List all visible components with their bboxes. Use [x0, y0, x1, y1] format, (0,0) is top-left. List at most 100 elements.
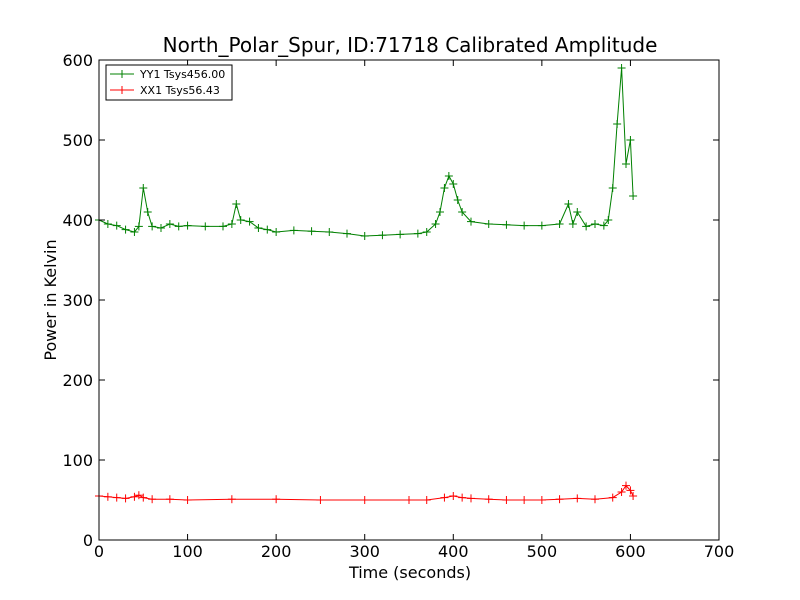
- x-tick-label: 0: [94, 542, 104, 561]
- data-point: [422, 496, 431, 504]
- legend: YY1 Tsys456.00 XX1 Tsys56.43: [105, 64, 233, 101]
- data-point: [502, 220, 511, 229]
- data-point: [134, 222, 143, 231]
- data-point: [440, 184, 449, 192]
- data-point: [431, 220, 440, 228]
- data-point: [307, 227, 316, 236]
- data-point: [183, 221, 192, 230]
- y-axis: 0 100 200 300 400 500 600: [62, 51, 719, 550]
- data-point: [537, 496, 546, 504]
- data-point: [573, 494, 582, 503]
- data-point: [599, 221, 608, 230]
- data-point: [289, 226, 298, 235]
- data-point: [343, 229, 351, 238]
- data-point: [201, 222, 210, 231]
- data-point: [130, 228, 139, 236]
- data-point: [453, 196, 462, 204]
- data-point: [629, 492, 638, 500]
- x-tick-label: 600: [615, 542, 646, 561]
- data-point: [555, 220, 564, 228]
- data-point: [604, 216, 613, 224]
- data-point: [449, 180, 458, 188]
- y-tick-label: 100: [62, 451, 93, 470]
- data-point: [436, 208, 444, 216]
- data-point: [378, 231, 387, 240]
- data-point: [467, 217, 475, 226]
- data-point: [617, 488, 626, 496]
- data-point: [165, 220, 174, 228]
- x-tick-label: 200: [261, 542, 292, 561]
- data-point: [227, 495, 236, 504]
- data-point: [183, 496, 192, 504]
- data-point: [396, 230, 405, 239]
- x-tick-label: 100: [172, 542, 203, 561]
- data-point: [617, 64, 626, 72]
- data-point: [174, 222, 183, 231]
- y-tick-label: 600: [62, 51, 93, 70]
- data-point: [219, 222, 227, 231]
- data-point: [405, 496, 413, 504]
- legend-item: XX1 Tsys56.43: [110, 84, 220, 97]
- data-point: [626, 136, 635, 144]
- x-tick-label: 400: [438, 542, 469, 561]
- data-point: [608, 493, 617, 502]
- data-point: [143, 208, 152, 216]
- data-point: [613, 120, 622, 128]
- data-point: [245, 217, 254, 226]
- data-point: [626, 486, 635, 495]
- data-point: [591, 220, 599, 228]
- data-point: [325, 228, 334, 236]
- data-point: [316, 496, 325, 504]
- data-point: [622, 481, 630, 490]
- data-point: [458, 208, 467, 216]
- data-point: [165, 495, 174, 504]
- data-point: [236, 216, 245, 224]
- data-point: [121, 225, 130, 234]
- data-point: [272, 495, 281, 504]
- data-point: [413, 229, 422, 238]
- data-point: [139, 493, 148, 502]
- y-tick-label: 200: [62, 371, 93, 390]
- data-point: [520, 221, 529, 230]
- data-point: [582, 222, 591, 231]
- data-point: [484, 220, 493, 228]
- data-point: [272, 228, 281, 236]
- data-point: [564, 200, 573, 208]
- data-point: [555, 495, 564, 504]
- data-point: [502, 496, 511, 504]
- data-point: [608, 184, 617, 192]
- data-point: [444, 172, 453, 180]
- data-point: [537, 221, 546, 230]
- data-point: [148, 222, 157, 231]
- x-axis-label: Time (seconds): [348, 563, 471, 582]
- data-point: [232, 200, 241, 208]
- data-point: [112, 221, 121, 230]
- data-point: [227, 220, 236, 228]
- data-point: [360, 496, 369, 504]
- x-tick-label: 500: [527, 542, 558, 561]
- chart-title: North_Polar_Spur, ID:71718 Calibrated Am…: [163, 33, 658, 57]
- y-tick-label: 400: [62, 211, 93, 230]
- data-point: [422, 228, 431, 236]
- data-point: [130, 492, 139, 501]
- data-point: [103, 492, 112, 501]
- y-tick-label: 300: [62, 291, 93, 310]
- data-point: [458, 493, 467, 502]
- data-point: [254, 224, 263, 232]
- legend-box: [105, 64, 233, 101]
- legend-label: XX1 Tsys56.43: [140, 84, 220, 97]
- data-point: [484, 495, 493, 504]
- data-point: [263, 225, 272, 234]
- data-point: [568, 220, 577, 228]
- data-point: [622, 160, 630, 168]
- plot-area: [95, 64, 638, 504]
- data-point: [148, 495, 157, 504]
- data-point: [103, 220, 112, 228]
- data-point: [112, 493, 121, 502]
- x-tick-label: 700: [704, 542, 735, 561]
- data-point: [440, 493, 449, 502]
- legend-label: YY1 Tsys456.00: [139, 68, 225, 81]
- x-axis: 0 100 200 300 400 500 600 700: [94, 60, 734, 561]
- data-point: [157, 224, 165, 232]
